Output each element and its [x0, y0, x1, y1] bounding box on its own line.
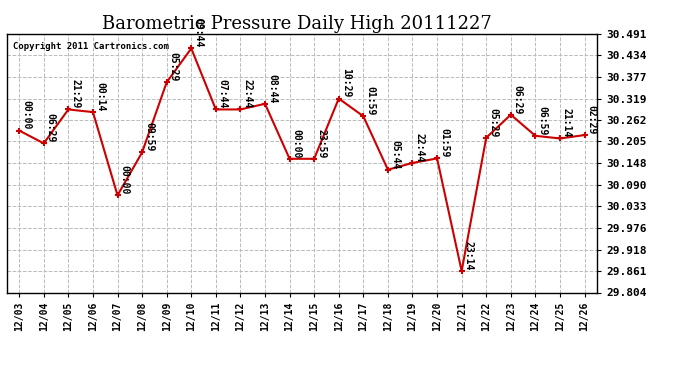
Text: Copyright 2011 Cartronics.com: Copyright 2011 Cartronics.com — [13, 42, 168, 51]
Text: 00:00: 00:00 — [119, 165, 130, 195]
Text: 23:14: 23:14 — [464, 241, 473, 270]
Text: 09:59: 09:59 — [144, 122, 154, 152]
Text: 23:59: 23:59 — [316, 129, 326, 158]
Text: 00:14: 00:14 — [95, 82, 105, 111]
Text: 22:44: 22:44 — [242, 80, 253, 109]
Text: 21:14: 21:14 — [562, 108, 572, 138]
Text: Barometric Pressure Daily High 20111227: Barometric Pressure Daily High 20111227 — [102, 15, 491, 33]
Text: 01:59: 01:59 — [439, 128, 449, 158]
Text: 01:59: 01:59 — [365, 86, 375, 116]
Text: 06:59: 06:59 — [538, 106, 547, 135]
Text: 21:29: 21:29 — [70, 80, 80, 109]
Text: 07:44: 07:44 — [218, 80, 228, 109]
Text: 09:44: 09:44 — [193, 18, 204, 48]
Text: 10:29: 10:29 — [341, 68, 351, 98]
Text: 22:44: 22:44 — [415, 133, 424, 162]
Text: 05:29: 05:29 — [489, 108, 498, 137]
Text: 02:29: 02:29 — [586, 105, 597, 134]
Text: 00:00: 00:00 — [292, 129, 302, 158]
Text: 06:29: 06:29 — [46, 113, 56, 142]
Text: 05:44: 05:44 — [390, 140, 400, 169]
Text: 08:44: 08:44 — [267, 74, 277, 103]
Text: 05:29: 05:29 — [168, 52, 179, 82]
Text: 00:00: 00:00 — [21, 100, 31, 130]
Text: 06:29: 06:29 — [513, 85, 523, 114]
